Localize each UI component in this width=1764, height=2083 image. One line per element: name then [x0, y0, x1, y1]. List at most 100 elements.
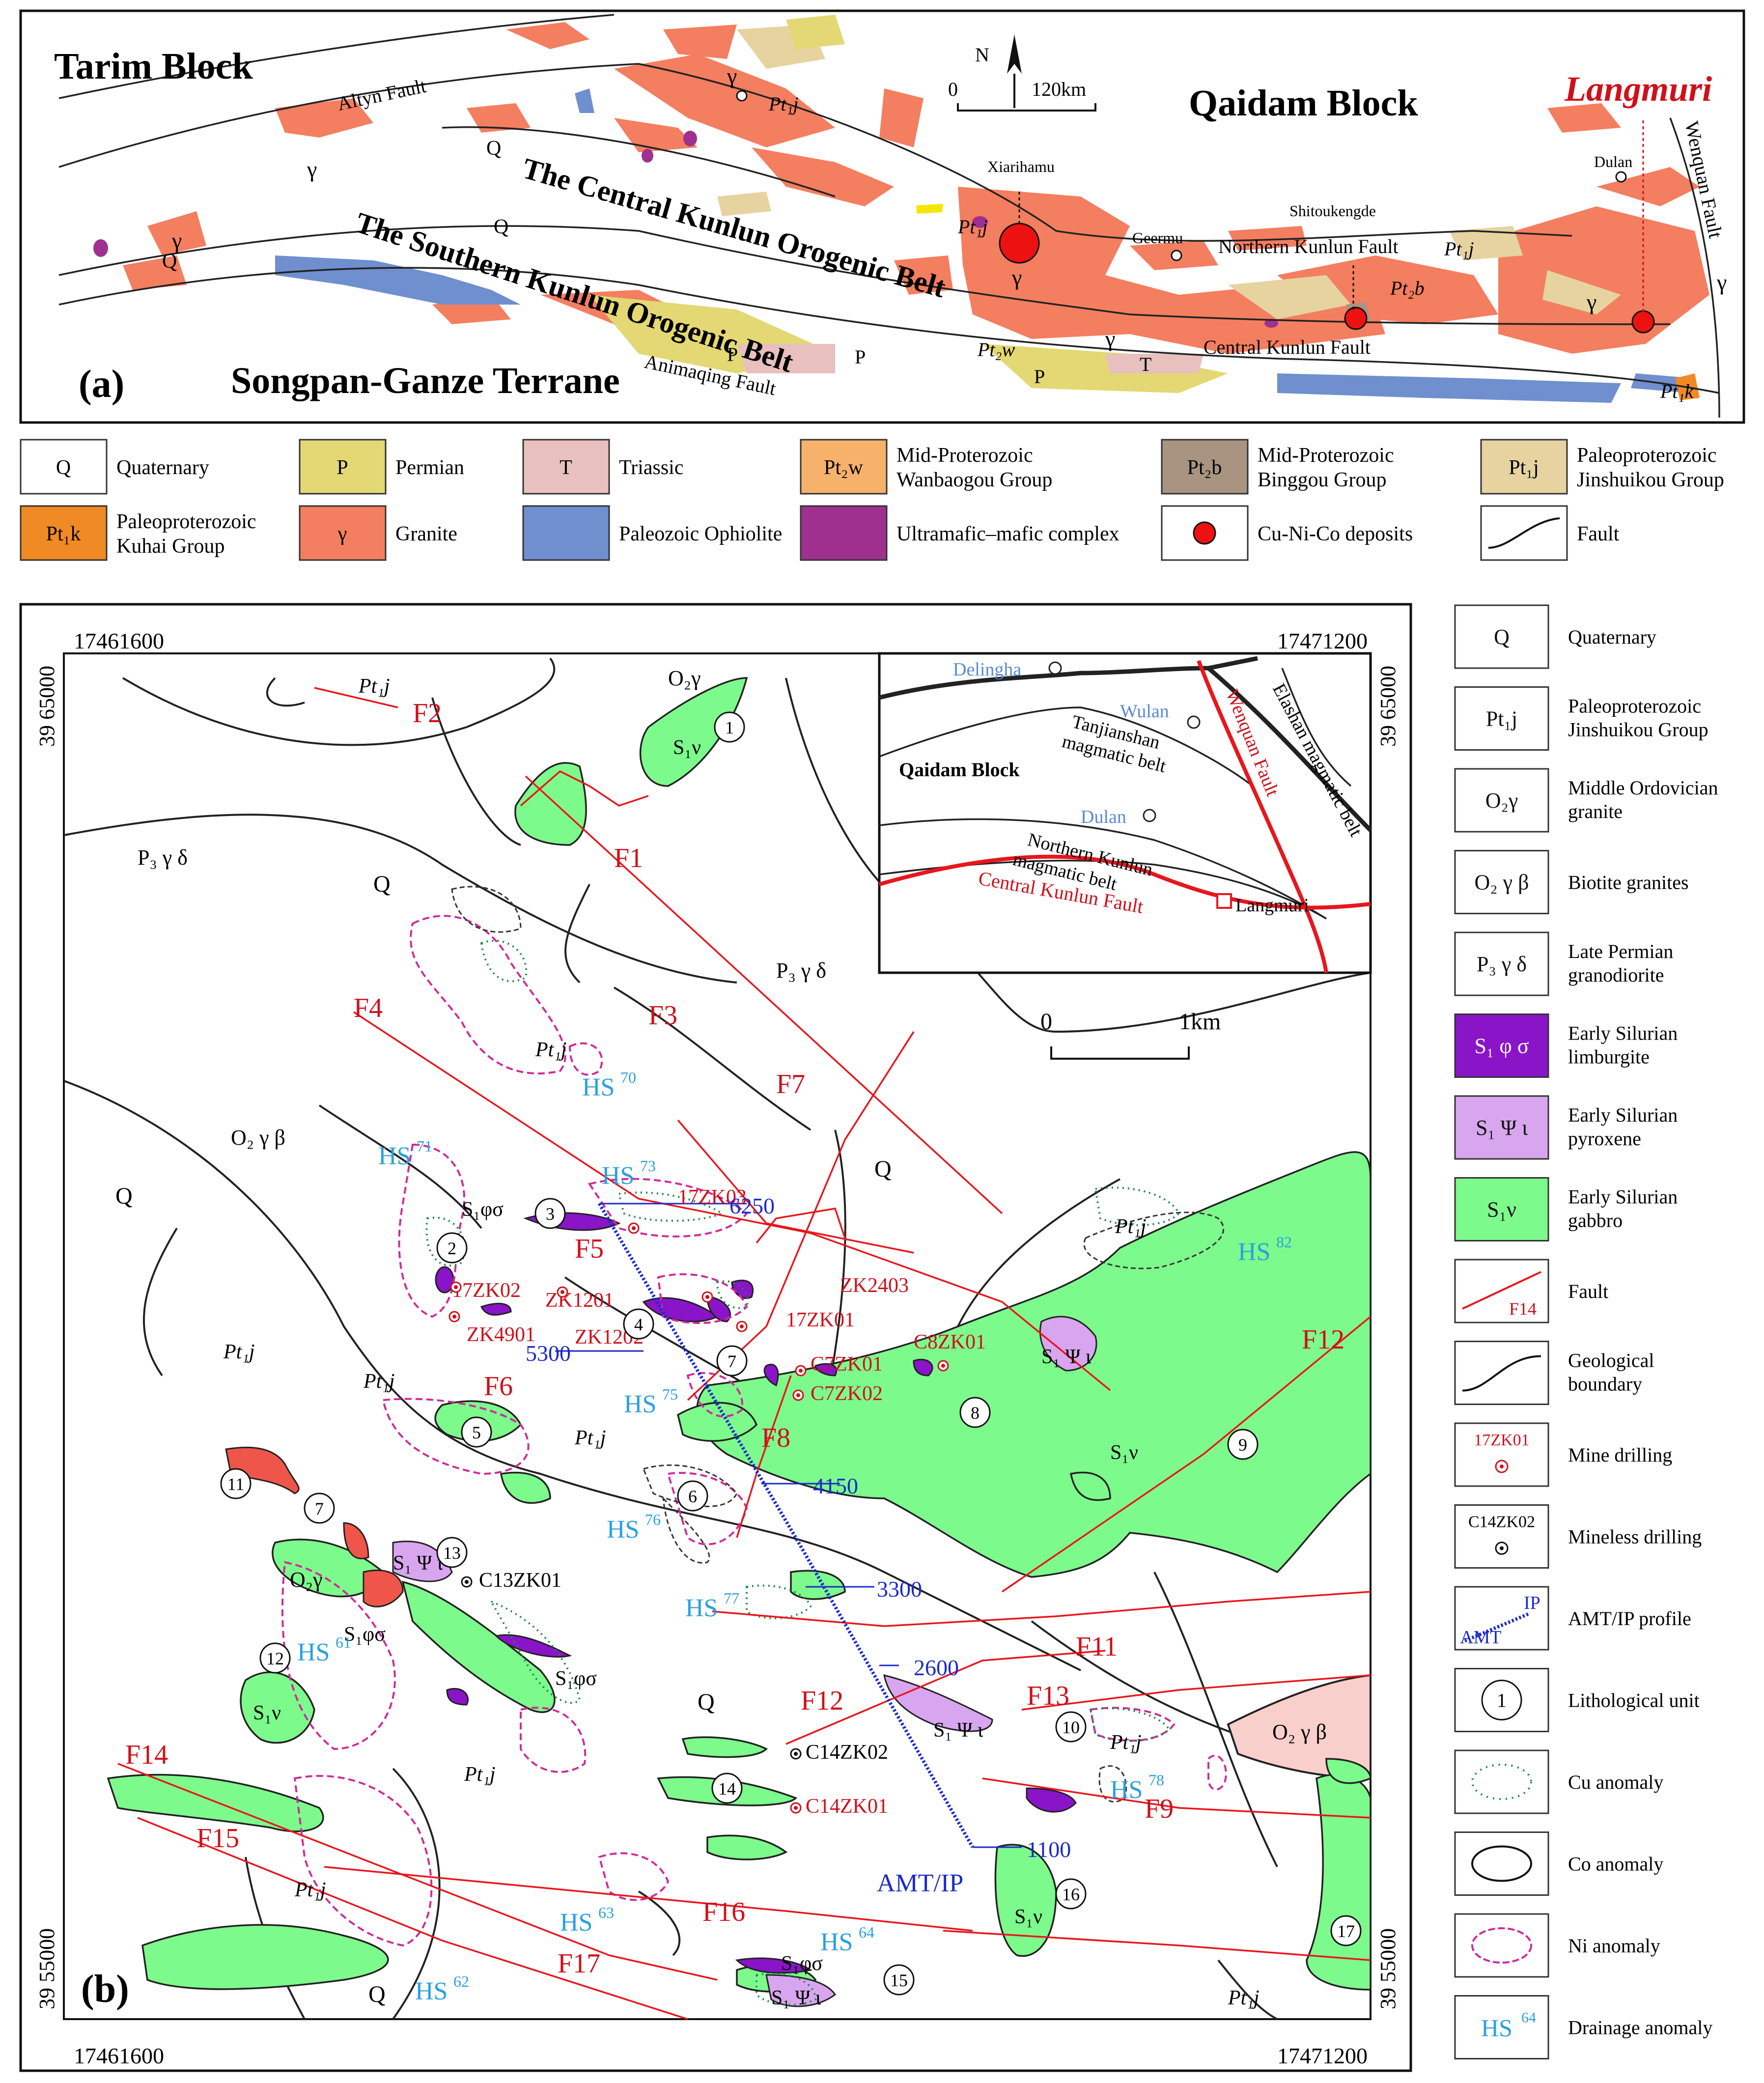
lithological-unit-number: 10: [1062, 1717, 1080, 1737]
mine-drill-dot: [632, 1226, 636, 1230]
legend-text: Paleoproterozoic: [1577, 444, 1717, 467]
unit-label-p3: P₃ γ δ: [138, 845, 188, 870]
xiarihamu-label: Xiarihamu: [987, 158, 1055, 175]
legend-text: Cu anomaly: [1568, 1771, 1663, 1793]
lithological-unit-8: 8: [959, 1397, 991, 1428]
lithological-unit-number: 4: [634, 1315, 643, 1334]
lithological-unit-1: 1: [714, 711, 745, 743]
legend-text: Wanbaogou Group: [896, 469, 1052, 491]
legend-swatch: [299, 439, 387, 495]
legend-symbol: 17ZK01: [1474, 1431, 1529, 1449]
lithological-unit-17: 17: [1330, 1915, 1362, 1946]
legend-text: Middle Ordovician: [1568, 777, 1718, 799]
legend-text: Early Silurian: [1568, 1022, 1678, 1044]
dulan-label: Dulan: [1594, 153, 1632, 170]
legend-symbol: Pt₂b: [1187, 456, 1222, 479]
coord-y-bottom-right: 39 55000: [1376, 1928, 1400, 2009]
legend-symbol: Q: [1494, 625, 1510, 649]
lithological-unit-number: 14: [718, 1779, 736, 1799]
lithological-unit-6: 6: [677, 1480, 708, 1512]
panel-b-geologic-boundaries: [63, 657, 1371, 2020]
legend-symbol: Q: [56, 456, 71, 479]
cu-anomalies: [425, 939, 1180, 2006]
legend-swatch: [1454, 1095, 1549, 1160]
lithological-unit-9: 9: [1227, 1429, 1259, 1460]
legend-text: AMT/IP profile: [1568, 1607, 1691, 1630]
panel-a-ultramafic-bodies: [93, 131, 1278, 328]
mineless-drill-dot: [794, 1752, 798, 1756]
legend-swatch: [800, 439, 888, 495]
legend-swatch: [20, 505, 108, 561]
lithological-unit-number: 5: [472, 1423, 481, 1442]
qaidam-block-label: Qaidam Block: [1189, 83, 1418, 124]
lithological-unit-number: 12: [266, 1649, 284, 1668]
unit-label-o2g: O₂γ: [290, 1568, 323, 1592]
ni-symbol: [1471, 1927, 1532, 1964]
unit-p: P: [727, 343, 738, 366]
unit-label-q: Q: [373, 871, 391, 897]
legend-a-item: γ Granite: [299, 505, 457, 561]
coord-y-bottom-left: 39 55000: [35, 1928, 59, 2009]
legend-swatch: [1454, 604, 1549, 669]
legend-symbol: Pt₁k: [46, 523, 81, 545]
legend-text: Paleoproterozoic: [1568, 695, 1701, 717]
legend-swatch: [1454, 1177, 1549, 1241]
legend-text: gabbro: [1568, 1210, 1623, 1232]
legend-text: Cu-Ni-Co deposits: [1258, 523, 1413, 545]
unit-label-pt1j: Pt₁j: [294, 1879, 326, 1901]
legend-text: Kuhai Group: [116, 535, 224, 558]
legend-b-item: Ni anomaly: [1454, 1913, 1660, 1978]
drainage-anomaly-label: HS: [582, 1073, 615, 1101]
panel-a: Tarim Block Qaidam Block Songpan-Ganze T…: [19, 9, 1745, 424]
lithological-unit-10: 10: [1055, 1711, 1087, 1743]
mineless-drill-dot: [465, 1580, 469, 1584]
mine-drill-dot: [941, 1364, 945, 1368]
legend-swatch: [299, 505, 387, 561]
unit-label-pt1j: Pt₁j: [1228, 1987, 1260, 2009]
legend-text: granite: [1568, 800, 1623, 822]
unit-gamma: γ: [727, 63, 737, 88]
unit-label-pt1j: Pt₁j: [1110, 1731, 1142, 1754]
inset-wulan-label: Wulan: [1120, 701, 1169, 722]
drainage-anomaly-number: 61: [336, 1633, 351, 1651]
mineless-drill-label: C13ZK01: [479, 1569, 561, 1592]
panel-a-triassic-bodies: [737, 344, 1204, 373]
mine-drill-dot: [799, 1369, 803, 1373]
unit-pt1k: Pt₁k: [1660, 380, 1694, 402]
lithological-unit-number: 8: [971, 1403, 980, 1423]
fault-label-f3: F3: [648, 1000, 677, 1031]
fault-label-f15: F15: [196, 1823, 239, 1854]
legend-text: Geological: [1568, 1350, 1654, 1372]
fault-label-f12: F12: [801, 1686, 843, 1716]
langmuri-label: Langmuri: [1564, 69, 1712, 109]
fault-label-f9: F9: [1145, 1794, 1174, 1824]
drainage-anomaly-label: HS: [685, 1594, 718, 1622]
legend-a-item: Paleozoic Ophiolite: [522, 505, 782, 561]
legend-text: Co anomaly: [1568, 1853, 1663, 1875]
legend-b-item: Cu anomaly: [1454, 1749, 1663, 1814]
mine-drill-dot: [794, 1806, 798, 1810]
lithological-unit-number: 6: [688, 1487, 697, 1506]
fault-label-f8: F8: [761, 1423, 790, 1453]
legend-symbol: C14ZK02: [1468, 1513, 1535, 1531]
legend-text: Jinshuikou Group: [1568, 719, 1708, 741]
unit-label-s1fs: S₁φσ: [781, 1952, 823, 1975]
panel-a-yellow-body: [916, 204, 943, 214]
unit-pt1j: Pt₁j: [957, 216, 988, 238]
mine-drill-label: 17ZK02: [452, 1279, 521, 1302]
unit-label-o2g: O₂γ: [668, 666, 701, 690]
legend-b: Q Quaternary Pt₁j PaleoproterozoicJinshuiko…: [1454, 604, 1718, 2059]
legend-swatch: [1454, 1831, 1549, 1896]
drainage-anomaly-label: HS: [378, 1142, 411, 1170]
legend-a-item: Cu-Ni-Co deposits: [1161, 505, 1413, 561]
drainage-anomaly-number: 70: [620, 1069, 636, 1086]
legend-symbol: IP: [1524, 1593, 1540, 1613]
unit-label-o2gb: O₂ γ β: [231, 1126, 285, 1150]
shitoukengde-label: Shitoukengde: [1289, 202, 1376, 220]
mine-drill-label: ZK2403: [840, 1274, 909, 1297]
legend-b-item: Q Quaternary: [1454, 604, 1656, 669]
